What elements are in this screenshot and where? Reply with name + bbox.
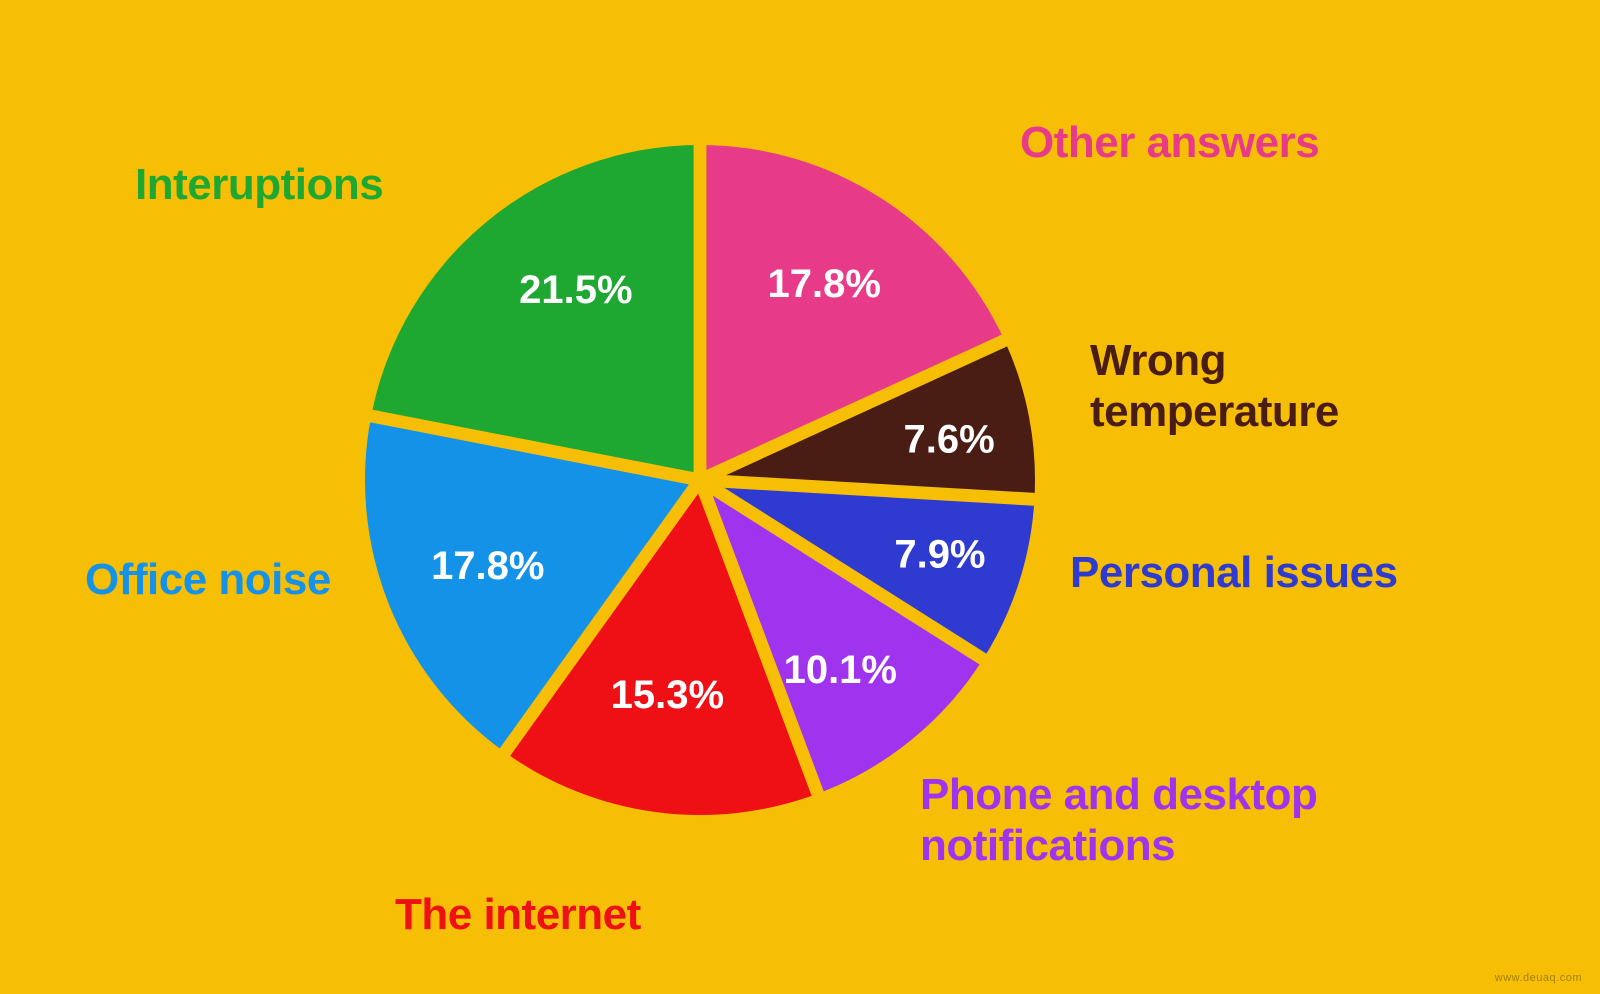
label-office-noise: Office noise <box>85 555 331 606</box>
pie-chart: 17.8% 7.6% 7.9% 10.1% 15.3% 17.8% 21.5% <box>0 0 1600 994</box>
slice-value-phone_notifications: 10.1% <box>784 648 897 692</box>
label-interuptions: Interuptions <box>135 160 383 211</box>
slice-value-interuptions: 21.5% <box>519 268 632 312</box>
label-personal-issues: Personal issues <box>1070 548 1398 599</box>
label-wrong-temperature: Wrong temperature <box>1090 336 1339 437</box>
slice-value-office_noise: 17.8% <box>431 544 544 588</box>
slice-value-the_internet: 15.3% <box>611 673 724 717</box>
label-other-answers: Other answers <box>1020 118 1319 169</box>
watermark: www.deuaq.com <box>1495 972 1582 984</box>
slice-value-other_answers: 17.8% <box>768 262 881 306</box>
slice-value-personal_issues: 7.9% <box>894 533 985 577</box>
slice-value-wrong_temperature: 7.6% <box>904 418 995 462</box>
label-phone-notifications: Phone and desktop notifications <box>920 770 1317 871</box>
label-the-internet: The internet <box>395 890 641 941</box>
chart-stage: 17.8% 7.6% 7.9% 10.1% 15.3% 17.8% 21.5% Other … <box>0 0 1600 994</box>
